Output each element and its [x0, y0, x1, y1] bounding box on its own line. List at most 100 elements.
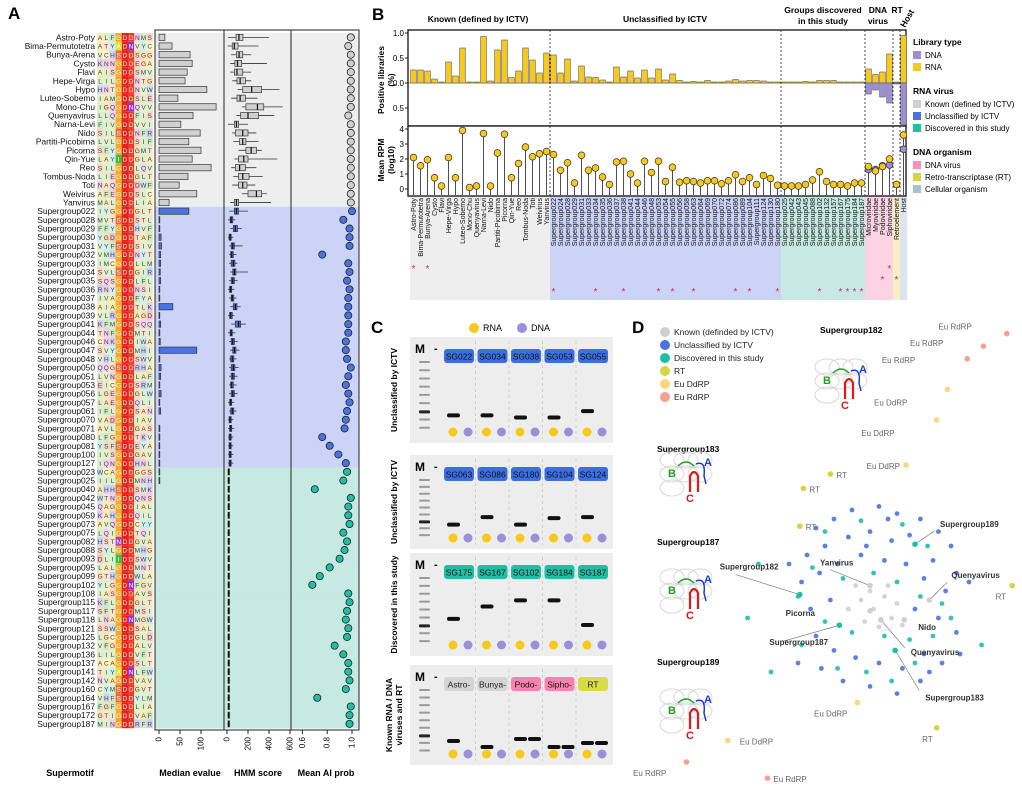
motif-cell [146, 510, 153, 520]
motif-cell [134, 345, 141, 355]
motif-residue: L [104, 313, 108, 320]
motif-cell [146, 432, 153, 442]
ai-prob-point [344, 667, 353, 676]
motif-residue: C [110, 261, 115, 268]
motif-cell [103, 537, 110, 546]
motif-residue: T [104, 44, 108, 51]
dna-lane-dot [530, 427, 540, 437]
motif-cell [128, 606, 135, 616]
embedding-point [894, 511, 900, 516]
motif-residue: D [123, 530, 128, 537]
motif-cell [121, 224, 128, 233]
motif-residue: M [141, 70, 146, 77]
motif-residue: L [104, 556, 108, 563]
sample-tag-label: Bunya- [479, 680, 506, 690]
embedding-point [846, 606, 851, 612]
motif-residue: H [104, 356, 109, 363]
motif-residue: C [98, 339, 103, 346]
motif-residue: D [123, 426, 128, 433]
protein-backbone-shape [659, 716, 685, 734]
motif-b-loop [677, 698, 695, 704]
rna-positive-bar [802, 81, 809, 84]
rpm-rna-point [878, 162, 887, 171]
motif-cell [140, 406, 147, 416]
motif-cell [109, 571, 116, 581]
motif-cell [146, 563, 153, 572]
motif-cell [103, 224, 110, 233]
motif-residue: G [116, 513, 121, 520]
motif-residue: S [110, 452, 115, 459]
hmm-box [240, 112, 259, 119]
motif-cell [134, 180, 141, 190]
category-label: Supergroup035 [600, 198, 607, 246]
ai-prob-point [310, 485, 319, 494]
motif-cell [103, 119, 110, 129]
point-label: Nido [918, 623, 936, 632]
row-background [155, 450, 359, 460]
row-name: Supergroup167 [37, 701, 95, 711]
motif-residue: D [129, 35, 134, 42]
motif-cell [115, 128, 122, 138]
category-label: Supergroup184 [852, 198, 859, 246]
motif-cell [146, 285, 153, 294]
row-name: Supergroup099 [37, 571, 95, 581]
evalue-bar [158, 364, 162, 372]
motif-residue: T [135, 304, 139, 311]
motif-residue: Y [141, 252, 146, 259]
dna-lane-dot [564, 640, 573, 650]
motif-cell [97, 397, 104, 407]
ai-prob-point [343, 537, 352, 546]
motif-cell [128, 319, 135, 329]
motif-residue: D [129, 487, 134, 494]
dna-legend-dot [517, 323, 527, 333]
motif-residue: E [148, 96, 153, 103]
motif-c-label: C [686, 610, 694, 622]
motif-residue: G [104, 104, 109, 111]
category-label: Qin-Yue [509, 198, 516, 223]
category-label: Supergroup041 [628, 198, 635, 246]
motif-residue: G [116, 391, 121, 398]
category-label: Supergroup022 [551, 198, 558, 246]
category-label: Supergroup034 [593, 198, 600, 246]
category-label: Supergroup130 [768, 198, 775, 246]
axis-tick-label: 50 [176, 736, 185, 745]
ai-prob-point [341, 346, 350, 355]
evalue-bar [158, 285, 161, 293]
motif-cell [140, 302, 147, 312]
motif-residue: T [148, 209, 152, 216]
motif-cell [134, 397, 141, 407]
rpm-rna-point [864, 162, 873, 171]
label-leader-line [829, 569, 871, 586]
embedding-point [853, 655, 858, 660]
labeled-point [725, 737, 731, 744]
row-name: Supergroup187 [37, 719, 95, 729]
motif-residue: N [116, 539, 121, 546]
motif-residue: A [141, 235, 146, 242]
protein-backbone-shape [687, 465, 713, 483]
motif-residue: A [110, 304, 115, 311]
row-background [155, 293, 359, 303]
motif-residue: N [104, 287, 109, 294]
motif-cell [128, 424, 135, 433]
motif-cell [140, 180, 147, 190]
motif-residue: D [129, 417, 134, 424]
ladder-band [419, 410, 430, 414]
motif-cell [97, 76, 104, 86]
rpm-rna-point [885, 155, 894, 163]
motif-residue: N [98, 183, 103, 190]
motif-cell [134, 493, 141, 503]
legend-item: Retro-transcriptase (RT) [925, 173, 1011, 182]
motif-cell [140, 371, 147, 381]
label-band [529, 196, 537, 300]
motif-cell [109, 119, 116, 129]
rpm-rna-point [710, 177, 719, 185]
embedding-point [799, 579, 804, 585]
motif-cell [121, 710, 128, 720]
label-band [592, 196, 600, 300]
motif-residue: M [147, 383, 152, 390]
motif-c-hairpin [688, 707, 700, 729]
rna-positive-bar [676, 80, 683, 84]
motif-cell [97, 632, 104, 642]
motif-cell [97, 250, 104, 259]
labeled-point [764, 775, 771, 781]
